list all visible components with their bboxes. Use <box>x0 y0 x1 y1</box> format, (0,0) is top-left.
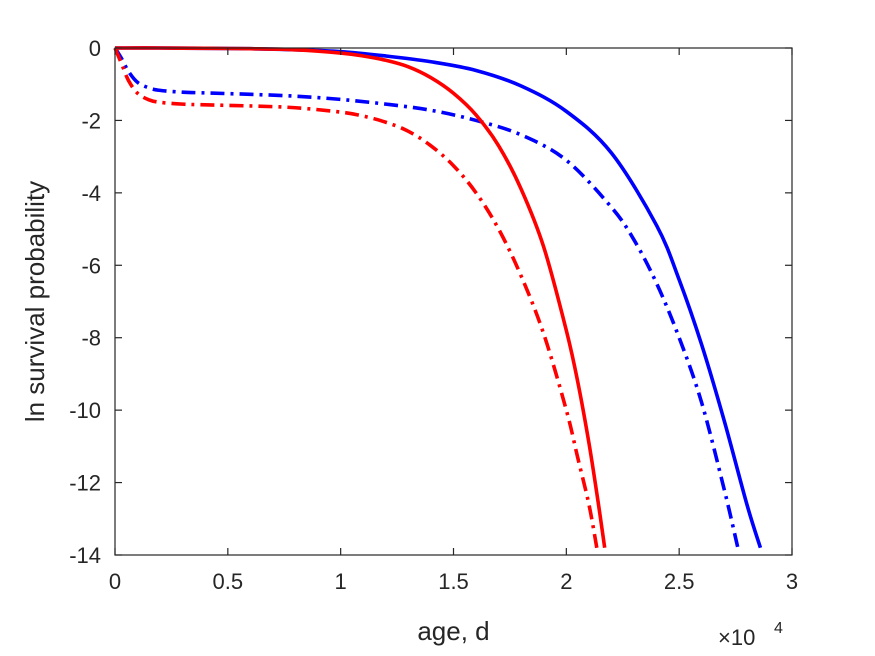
x-tick-label: 3 <box>786 569 798 594</box>
y-tick-label: 0 <box>89 36 101 61</box>
y-tick-label: -4 <box>81 181 101 206</box>
x-axis-label: age, d <box>417 616 489 646</box>
y-tick-label: -10 <box>69 398 101 423</box>
y-tick-label: -8 <box>81 326 101 351</box>
y-tick-label: -14 <box>69 543 101 568</box>
series-line-3 <box>114 46 607 549</box>
y-tick-label: -6 <box>81 253 101 278</box>
x-tick-label: 0 <box>109 569 121 594</box>
y-tick-label: -12 <box>69 471 101 496</box>
y-axis-label: ln survival probability <box>20 181 50 422</box>
series-line-2 <box>113 47 740 549</box>
tick-layer: 0 0.5 1 1.5 2 2.5 3 0 -2 -4 -6 -8 -10 -12 -14 <box>69 36 798 594</box>
x-tick-label: 0.5 <box>213 569 244 594</box>
series-layer <box>113 46 763 549</box>
x-exponent-base: ×10 <box>718 625 755 650</box>
y-tick-label: -2 <box>81 108 101 133</box>
x-exponent-label: ×10 4 <box>718 620 783 650</box>
plot-area <box>115 48 792 555</box>
x-tick-label: 2.5 <box>664 569 695 594</box>
x-tick-label: 1.5 <box>438 569 469 594</box>
x-tick-label: 1 <box>335 569 347 594</box>
x-tick-label: 2 <box>560 569 572 594</box>
series-line-4 <box>113 47 599 549</box>
x-exponent-power: 4 <box>774 620 783 637</box>
